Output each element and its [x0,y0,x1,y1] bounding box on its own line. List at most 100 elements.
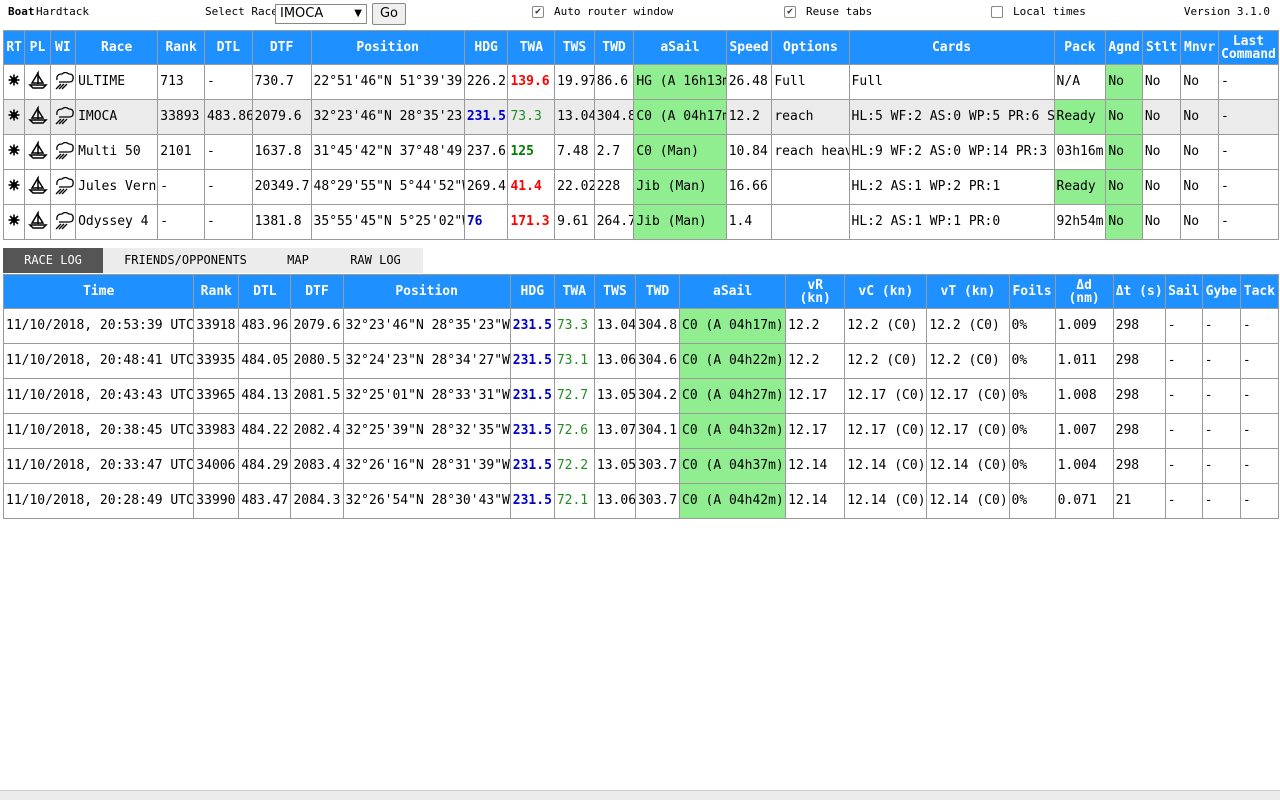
race-cell-cards: HL:2 AS:1 WP:2 PR:1 [848,169,1055,205]
log-cell-dt: 298 [1112,448,1166,484]
log-row[interactable]: 11/10/2018, 20:48:41 UTC 33935 484.05 2080.… [2,343,1280,379]
race-col-header[interactable]: Rank [157,30,205,65]
race-cell-rank: 33893 [157,99,205,135]
race-select[interactable]: IMOCA ▼ [275,4,367,24]
gear-icon[interactable] [2,134,26,170]
race-cell-race: ULTIME [75,64,159,100]
race-col-header[interactable]: DTF [251,30,312,65]
race-col-header[interactable]: Speed [725,30,773,65]
sailboat-icon[interactable] [24,64,51,100]
gear-icon[interactable] [2,204,26,240]
wind-icon[interactable] [49,64,77,100]
log-col-header[interactable]: vR (kn) [785,274,846,309]
wind-icon[interactable] [49,169,77,205]
race-col-header[interactable]: Mnvr [1180,30,1219,65]
sailboat-icon[interactable] [24,204,51,240]
log-cell-dtl: 484.29 [238,448,292,484]
race-cell-agnd: No [1105,204,1143,240]
log-col-header[interactable]: vC (kn) [844,274,928,309]
race-col-header[interactable]: RT [2,30,26,65]
tab-friends-opponents[interactable]: FRIENDS/OPPONENTS [124,253,247,267]
race-col-header[interactable]: Race [75,30,159,65]
race-row[interactable]: ULTIME 713-730.7 22°51'46"N 51°39'39"W 226.… [2,64,1280,100]
log-col-header[interactable]: Δd (nm) [1054,274,1114,309]
race-row[interactable]: Multi 50 2101-1637.8 31°45'42"N 37°48'49"W… [2,134,1280,170]
log-col-header[interactable]: Time [2,274,195,309]
log-col-header[interactable]: aSail [679,274,787,309]
log-col-header[interactable]: Position [342,274,511,309]
race-col-header[interactable]: WI [49,30,77,65]
tab-raw-log[interactable]: RAW LOG [350,253,401,267]
gear-icon[interactable] [2,99,26,135]
local-times-label: Local times [1013,5,1086,18]
log-col-header[interactable]: HDG [509,274,555,309]
race-cell-mnvr: No [1180,169,1219,205]
log-col-header[interactable]: Δt (s) [1112,274,1166,309]
sailboat-icon[interactable] [24,99,51,135]
race-cell-hdg: 269.4 [463,169,509,205]
race-cell-race: Jules Verne [75,169,159,205]
log-cell-vc: 12.2 (C0) [844,343,928,379]
reuse-tabs-checkbox[interactable]: ✔ [784,6,796,18]
race-col-header[interactable]: Options [771,30,850,65]
race-col-header[interactable]: Position [310,30,465,65]
tab-race-log[interactable]: RACE LOG [3,248,103,273]
race-col-header[interactable]: TWD [593,30,635,65]
log-row[interactable]: 11/10/2018, 20:33:47 UTC 34006 484.29 2083.… [2,448,1280,484]
race-cell-cards: HL:9 WF:2 AS:0 WP:14 PR:3 SM:0 [848,134,1055,170]
log-col-header[interactable]: DTF [290,274,344,309]
log-col-header[interactable]: Tack [1239,274,1280,309]
log-col-header[interactable]: Foils [1008,274,1056,309]
log-col-header[interactable]: TWA [553,274,595,309]
race-cell-position: 48°29'55"N 5°44'52"W [310,169,465,205]
log-col-header[interactable]: TWD [634,274,681,309]
sailboat-icon[interactable] [24,169,51,205]
log-col-header[interactable]: Rank [193,274,240,309]
gear-icon[interactable] [2,64,26,100]
race-col-header[interactable]: Cards [848,30,1055,65]
log-cell-position: 32°25'39"N 28°32'35"W [342,413,511,449]
log-cell-dt: 21 [1112,483,1166,519]
log-col-header[interactable]: vT (kn) [926,274,1010,309]
log-row[interactable]: 11/10/2018, 20:53:39 UTC 33918 483.96 2079.… [2,308,1280,344]
auto-router-checkbox[interactable]: ✔ [532,6,544,18]
log-cell-dtl: 484.05 [238,343,292,379]
log-col-header[interactable]: Gybe [1201,274,1241,309]
wind-icon[interactable] [49,204,77,240]
race-col-header[interactable]: Stlt [1141,30,1182,65]
sailboat-icon[interactable] [24,134,51,170]
race-col-header[interactable]: HDG [463,30,509,65]
race-cell-twa: 171.3 [507,204,556,240]
go-button[interactable]: Go [372,3,406,25]
log-col-header[interactable]: Sail [1164,274,1203,309]
log-col-header[interactable]: TWS [593,274,636,309]
horizontal-scrollbar[interactable] [0,790,1280,800]
race-col-header[interactable]: DTL [203,30,253,65]
log-col-header[interactable]: DTL [238,274,292,309]
log-row[interactable]: 11/10/2018, 20:43:43 UTC 33965 484.13 2081.… [2,378,1280,414]
race-cell-agnd: No [1105,169,1143,205]
log-row[interactable]: 11/10/2018, 20:28:49 UTC 33990 483.47 2084.… [2,483,1280,519]
race-row[interactable]: Odyssey 4- -1381.8 35°55'45"N 5°25'02"W 76 1… [2,204,1280,240]
log-cell-dd: 0.071 [1054,483,1114,519]
gear-icon[interactable] [2,169,26,205]
log-cell-asail: C0 (A 04h22m) [679,343,787,379]
race-col-header[interactable]: TWA [507,30,556,65]
log-row[interactable]: 11/10/2018, 20:38:45 UTC 33983 484.22 2082.… [2,413,1280,449]
race-row[interactable]: IMOCA 33893 483.86 2079.6 32°23'46"N 28°35'2… [2,99,1280,135]
log-cell-time: 11/10/2018, 20:28:49 UTC [2,483,195,519]
race-cell-stlt: No [1141,169,1182,205]
version-label: Version 3.1.0 [1183,5,1270,18]
race-row[interactable]: Jules Verne - -20349.7 48°29'55"N 5°44'52"W… [2,169,1280,205]
race-col-header[interactable]: PL [24,30,51,65]
race-col-header[interactable]: aSail [633,30,727,65]
wind-icon[interactable] [49,134,77,170]
wind-icon[interactable] [49,99,77,135]
race-cell-options: reach heavy [771,134,850,170]
race-col-header[interactable]: Pack [1053,30,1107,65]
race-col-header[interactable]: TWS [554,30,595,65]
race-col-header[interactable]: Agnd [1105,30,1143,65]
race-col-header[interactable]: Last Command [1217,30,1280,65]
local-times-checkbox[interactable] [991,6,1003,18]
tab-map[interactable]: MAP [287,253,309,267]
